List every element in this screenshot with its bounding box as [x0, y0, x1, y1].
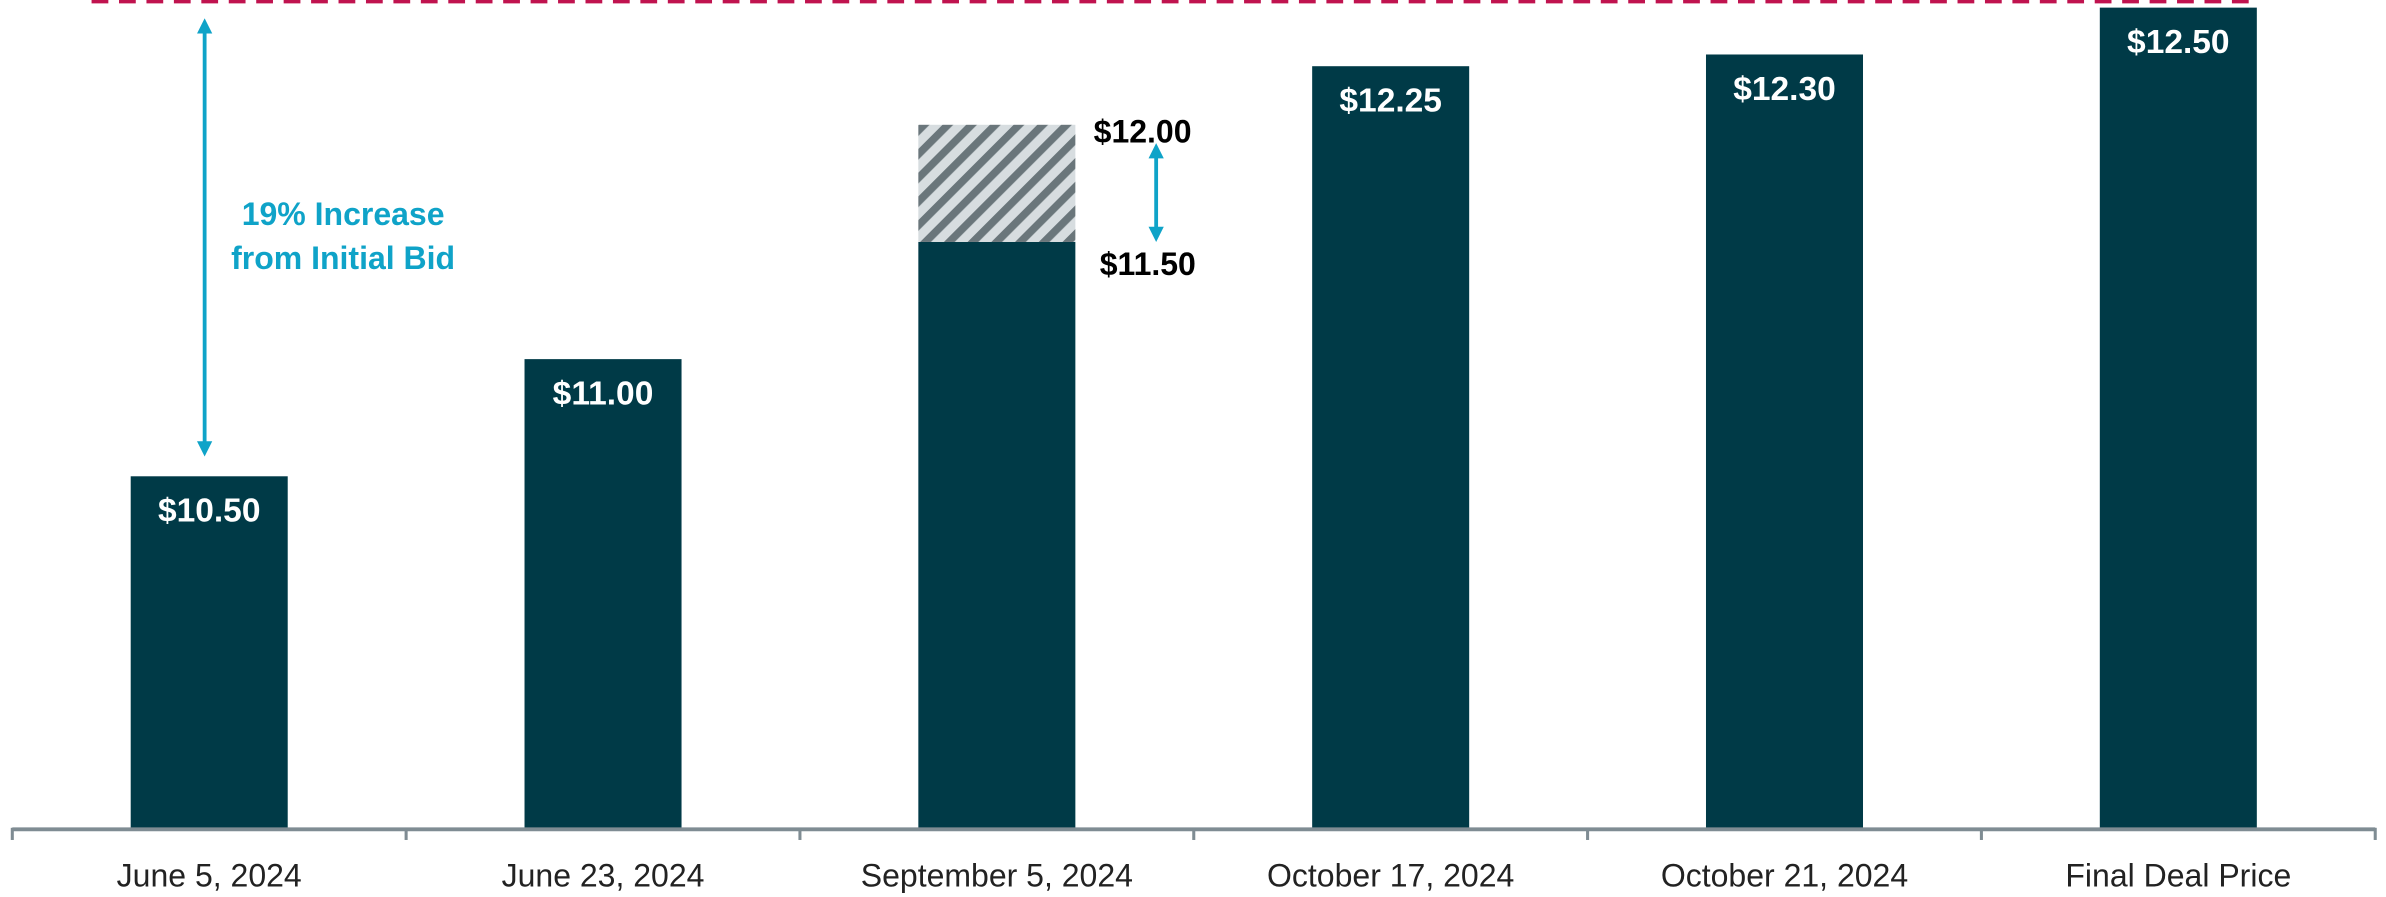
value-label: $12.30	[1733, 71, 1836, 108]
bar	[2099, 7, 2257, 828]
value-label: $10.50	[158, 493, 261, 530]
x-tick-label: October 21, 2024	[1661, 858, 1908, 894]
x-tick-label: June 5, 2024	[117, 858, 302, 894]
value-label: $11.00	[553, 376, 654, 413]
bar	[130, 476, 288, 828]
annotation-text: 19% Increase	[242, 196, 445, 232]
high-value-label: $12.00	[1094, 113, 1192, 149]
x-tick-label: September 5, 2024	[861, 858, 1133, 894]
bar	[1705, 54, 1864, 828]
x-tick-label: October 17, 2024	[1267, 858, 1514, 894]
bar	[524, 359, 682, 828]
bar	[1312, 66, 1470, 828]
x-tick-label: June 23, 2024	[502, 858, 705, 894]
range-segment	[918, 124, 1076, 242]
x-tick-label: Final Deal Price	[2065, 858, 2291, 894]
annotation-text: from Initial Bid	[231, 240, 455, 276]
value-label: $12.25	[1339, 83, 1442, 120]
value-label: $12.50	[2127, 24, 2230, 61]
bar	[918, 241, 1076, 828]
range-low-label: $11.50	[1100, 246, 1196, 282]
